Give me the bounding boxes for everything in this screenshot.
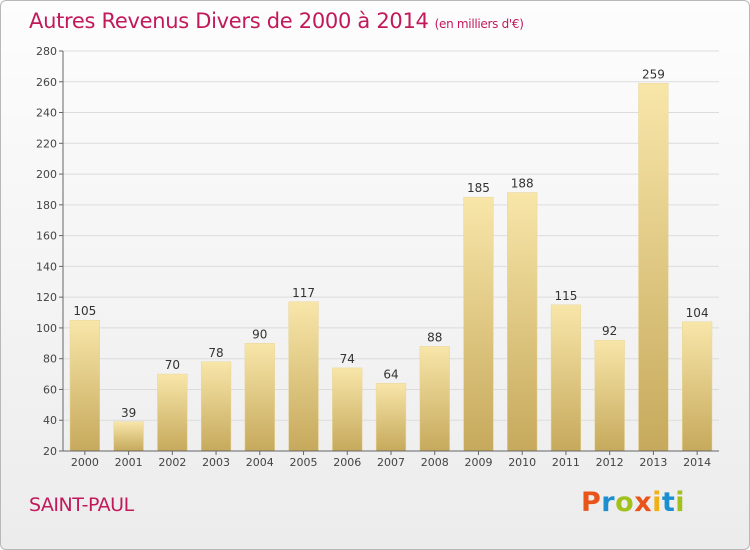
x-axis-ticks: 2000 2001 2002 2003 2004 2005 2006 2007 2008 2009… — [63, 450, 719, 469]
logo-letter: i — [652, 487, 662, 518]
y-tick-label: 200 — [36, 168, 57, 181]
y-tick-label: 220 — [36, 137, 57, 150]
bar-2006 — [332, 367, 363, 452]
chart-title-text: Autres Revenus Divers de 2000 à 2014 — [29, 9, 429, 33]
x-tick-label-2007: 2007 — [377, 456, 405, 469]
y-tick-label: 280 — [36, 45, 57, 58]
value-label-2004: 90 — [252, 327, 267, 341]
x-tick-label-2001: 2001 — [115, 456, 143, 469]
value-label-2006: 74 — [340, 352, 355, 366]
x-tick-label-2010: 2010 — [508, 456, 536, 469]
chart-title: Autres Revenus Divers de 2000 à 2014 (en … — [29, 9, 524, 33]
y-tick-label: 160 — [36, 230, 57, 243]
x-tick-label-2014: 2014 — [683, 456, 711, 469]
y-tick-label: 120 — [36, 291, 57, 304]
bar-2007 — [375, 383, 407, 452]
proxiti-logo: Proxiti — [581, 487, 685, 518]
bar-2004 — [244, 343, 275, 452]
bar-2014 — [682, 321, 713, 452]
x-tick-label-2013: 2013 — [639, 456, 667, 469]
x-tick-label-2008: 2008 — [421, 456, 449, 469]
chart-unit: (en milliers d'€) — [434, 17, 524, 31]
bar-2008 — [419, 346, 450, 452]
logo-letter: i — [675, 487, 686, 518]
y-tick-label: 40 — [43, 414, 57, 427]
logo-letter: t — [661, 487, 676, 518]
x-tick-label-2000: 2000 — [71, 456, 99, 469]
value-label-2008: 88 — [427, 330, 442, 344]
bars: 105 39 70 78 90 117 74 64 88 185 188 115 92 259 104 — [69, 67, 713, 452]
x-tick-label-2009: 2009 — [464, 456, 492, 469]
y-tick-label: 80 — [43, 353, 57, 366]
bar-2001 — [113, 421, 144, 452]
x-tick-label-2003: 2003 — [202, 456, 230, 469]
bar-2000 — [69, 319, 100, 452]
logo-letter: r — [601, 487, 616, 518]
bar-2009 — [463, 196, 494, 452]
value-label-2001: 39 — [121, 406, 136, 420]
bar-2010 — [507, 192, 538, 452]
bar-2013 — [638, 83, 669, 452]
value-label-2007: 64 — [383, 367, 398, 381]
y-axis-ticks: 20 40 60 80 100 120 140 160 180 200 220 240 260 280 — [36, 45, 64, 458]
bar-2002 — [157, 373, 188, 452]
logo-letter: P — [581, 487, 602, 518]
x-tick-label-2006: 2006 — [333, 456, 361, 469]
y-tick-label: 60 — [43, 383, 57, 396]
logo-letter: o — [615, 487, 635, 518]
value-label-2000: 105 — [73, 304, 96, 318]
y-tick-label: 180 — [36, 199, 57, 212]
x-tick-label-2002: 2002 — [158, 456, 186, 469]
value-label-2010: 188 — [511, 177, 534, 191]
bar-2011 — [550, 304, 582, 452]
value-label-2011: 115 — [554, 289, 577, 303]
x-tick-label-2012: 2012 — [596, 456, 624, 469]
y-tick-label: 240 — [36, 107, 57, 120]
x-tick-label-2004: 2004 — [246, 456, 274, 469]
value-label-2012: 92 — [602, 324, 617, 338]
y-tick-label: 100 — [36, 322, 57, 335]
x-tick-label-2011: 2011 — [552, 456, 580, 469]
y-tick-label: 260 — [36, 76, 57, 89]
logo-letter: x — [634, 487, 653, 518]
bar-2003 — [200, 361, 232, 452]
y-tick-label: 20 — [43, 445, 57, 458]
bar-2005 — [288, 301, 319, 452]
value-label-2009: 185 — [467, 181, 490, 195]
value-label-2005: 117 — [292, 286, 315, 300]
bar-2012 — [594, 339, 625, 452]
value-label-2002: 70 — [165, 358, 180, 372]
y-tick-label: 140 — [36, 260, 57, 273]
place-name: SAINT-PAUL — [29, 494, 134, 516]
value-label-2013: 259 — [642, 67, 665, 81]
x-tick-label-2005: 2005 — [290, 456, 318, 469]
value-label-2003: 78 — [208, 346, 223, 360]
value-label-2014: 104 — [686, 306, 709, 320]
